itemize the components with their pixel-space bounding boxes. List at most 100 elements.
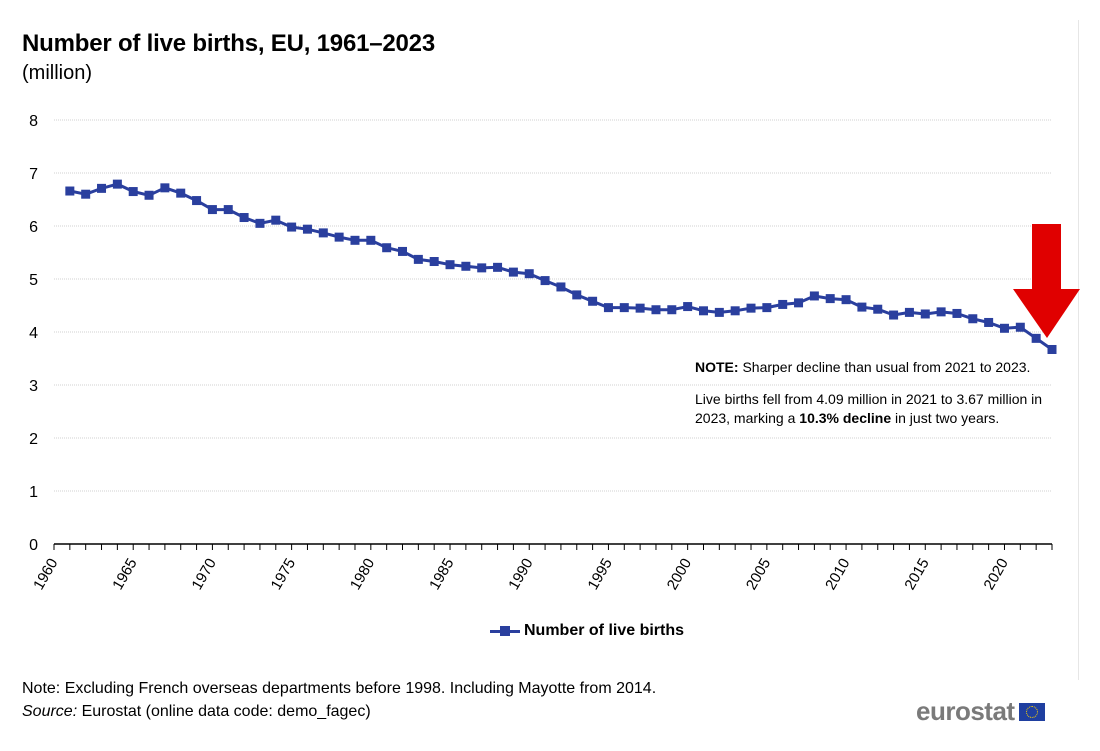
data-point [207, 205, 217, 215]
data-point [730, 306, 740, 316]
x-tick-label: 2000 [664, 556, 695, 593]
x-tick-label: 1975 [268, 556, 299, 593]
footer-note: Note: Excluding French overseas departme… [22, 680, 657, 697]
data-point [651, 305, 661, 315]
x-tick-label: 2010 [822, 556, 853, 593]
x-tick-label: 2020 [981, 556, 1012, 593]
data-point [778, 299, 788, 309]
data-point [65, 186, 75, 196]
x-tick-label: 1980 [347, 556, 378, 593]
data-point [952, 308, 962, 318]
data-point [524, 269, 534, 279]
data-point [984, 317, 994, 327]
annotation-detail: Live births fell from 4.09 million in 20… [695, 390, 1075, 428]
data-point [350, 235, 360, 245]
data-point [334, 232, 344, 242]
x-tick-label: 1985 [426, 556, 457, 593]
data-point [873, 304, 883, 314]
x-tick-label: 2015 [901, 556, 932, 593]
x-tick-label: 1965 [109, 556, 140, 593]
data-point [477, 263, 487, 273]
y-tick-label: 3 [29, 378, 38, 395]
logo-text: eurostat [916, 696, 1015, 726]
data-point [239, 213, 249, 223]
data-point [1031, 333, 1041, 343]
y-tick-label: 7 [29, 166, 38, 183]
source-text: Eurostat (online data code: demo_fagec) [77, 703, 371, 720]
frame-rule [1078, 20, 1079, 680]
data-point [493, 262, 503, 272]
down-arrow-icon [1013, 224, 1080, 338]
y-tick-label: 6 [29, 219, 38, 236]
data-point [968, 314, 978, 324]
chart-subtitle: (million) [22, 62, 92, 84]
data-point [176, 188, 186, 198]
data-point [112, 179, 122, 189]
annotation-note: NOTE: Sharper decline than usual from 20… [695, 358, 1075, 377]
annotation-note-label: NOTE: [695, 359, 739, 375]
y-tick-label: 5 [29, 272, 38, 289]
data-point [508, 267, 518, 277]
data-point [857, 302, 867, 312]
y-tick-label: 0 [29, 537, 38, 554]
data-point [160, 183, 170, 193]
data-point [81, 189, 91, 199]
y-tick-label: 1 [29, 484, 38, 501]
x-tick-label: 1960 [30, 556, 61, 593]
data-point [255, 218, 265, 228]
x-tick-label: 1970 [188, 556, 219, 593]
eurostat-logo: eurostat [916, 696, 1045, 727]
x-tick-label: 1995 [584, 556, 615, 593]
data-point [144, 190, 154, 200]
annotation-detail-bold: 10.3% decline [799, 410, 892, 426]
chart-title: Number of live births, EU, 1961–2023 [22, 30, 435, 57]
y-tick-label: 8 [29, 113, 38, 130]
data-point [999, 323, 1009, 333]
series-line [69, 182, 1053, 351]
data-point [429, 257, 439, 267]
data-point [271, 215, 281, 225]
data-point [683, 302, 693, 312]
data-point [698, 306, 708, 316]
data-point [413, 254, 423, 264]
legend-label: Number of live births [524, 622, 685, 639]
footer-source: Source: Eurostat (online data code: demo… [22, 703, 371, 721]
data-point [223, 205, 233, 215]
data-point [619, 303, 629, 313]
y-tick-label: 2 [29, 431, 38, 448]
data-point [936, 307, 946, 317]
data-point [904, 307, 914, 317]
annotation-box: NOTE: Sharper decline than usual from 20… [695, 358, 1075, 441]
legend-swatch [490, 625, 520, 637]
data-point [398, 246, 408, 256]
data-point [635, 303, 645, 313]
data-point [920, 309, 930, 319]
data-point [794, 298, 804, 308]
data-point [809, 291, 819, 301]
x-tick-label: 2005 [743, 556, 774, 593]
data-point [540, 276, 550, 286]
x-tick-label: 1990 [505, 556, 536, 593]
data-point [667, 305, 677, 315]
data-point [572, 290, 582, 300]
data-point [366, 235, 376, 245]
annotation-detail-post: in just two years. [891, 410, 1000, 426]
chart-legend: Number of live births [490, 622, 684, 640]
data-point [445, 260, 455, 270]
data-point [1015, 322, 1025, 332]
data-point [762, 303, 772, 313]
data-point [603, 303, 613, 313]
data-point [556, 282, 566, 292]
annotation-note-text: Sharper decline than usual from 2021 to … [738, 359, 1031, 375]
data-point [841, 295, 851, 305]
data-point [461, 261, 471, 271]
data-point [746, 303, 756, 313]
data-point [382, 243, 392, 253]
data-point [97, 183, 107, 193]
data-point [318, 228, 328, 238]
data-point [714, 307, 724, 317]
data-point [889, 310, 899, 320]
line-chart: 0 1 2 3 4 5 6 7 8 1960 1965 1970 1975 1980 1985 1990 199… [29, 113, 1080, 593]
eu-flag-icon [1018, 702, 1045, 721]
data-point [302, 224, 312, 234]
